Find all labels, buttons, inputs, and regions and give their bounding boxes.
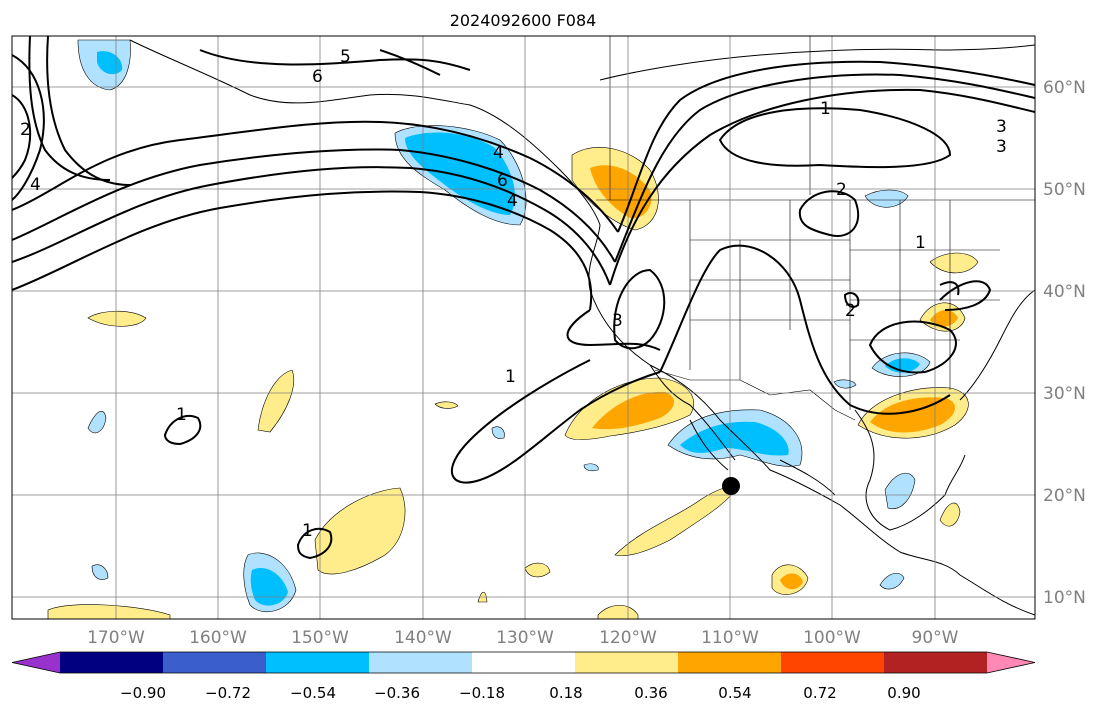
contour-label: 4	[507, 191, 518, 211]
negative-anomaly-gulf-alaska-core	[405, 132, 515, 215]
positive-anomaly-tiny-2	[524, 562, 551, 578]
colorbar-outline	[11, 651, 1036, 674]
negative-anomaly-small-b	[91, 564, 109, 580]
colorbar-segment	[163, 652, 267, 673]
lon-label: 150°W	[291, 628, 349, 648]
colorbar-segment	[60, 652, 164, 673]
positive-anomaly-ohio	[929, 252, 979, 274]
contour-label: 5	[340, 47, 351, 67]
colorbar-tick-label: 0.36	[634, 684, 667, 702]
positive-anomaly-small-1	[257, 369, 295, 433]
colorbar-tick-label: −0.54	[290, 684, 336, 702]
positive-anomaly-small-2	[87, 310, 147, 327]
coastlines	[129, 39, 1035, 616]
contour-labels: 5 6 2 4 4 6 4 1 2 3 3 3 1 2 1 1 1	[20, 47, 1007, 541]
negative-anomaly-mexico-core	[680, 421, 789, 456]
contour-label: 2	[845, 301, 856, 321]
contour-label: 1	[820, 99, 831, 119]
colorbar-extend-min	[12, 652, 60, 673]
colorbar-segment	[472, 652, 576, 673]
colorbar-segment	[369, 652, 473, 673]
lon-label: 90°W	[912, 628, 959, 648]
colorbar-segment	[678, 652, 782, 673]
colorbar-tick-label: 0.18	[549, 684, 582, 702]
colorbar	[11, 651, 1036, 674]
colorbar-tick-label: −0.90	[120, 684, 166, 702]
map-panel: 5 6 2 4 4 6 4 1 2 3 3 3 1 2 1 1 1	[12, 36, 1035, 619]
map-title: 2024092600 F084	[450, 11, 597, 30]
positive-anomaly-pacific-nw-core	[590, 165, 652, 219]
lon-label: 170°W	[87, 628, 145, 648]
negative-anomaly-small-a	[87, 410, 107, 434]
lon-label: 130°W	[496, 628, 554, 648]
lon-label: 110°W	[701, 628, 759, 648]
contour-label: 3	[996, 117, 1007, 137]
longitude-labels: 170°W 160°W 150°W 140°W 130°W 120°W 110°…	[87, 628, 959, 648]
contour-label: 2	[836, 180, 847, 200]
colorbar-extend-max	[987, 652, 1035, 673]
positive-anomaly-gulf-mexico-core	[870, 397, 956, 433]
positive-anomaly-yucatan	[939, 502, 961, 527]
contour-label: 6	[312, 67, 323, 87]
contour-label: 1	[505, 367, 516, 387]
contour-label: 1	[915, 233, 926, 253]
contour-label: 6	[497, 171, 508, 191]
contour-label: 1	[302, 521, 313, 541]
contour-lines	[12, 36, 1035, 560]
colorbar-segment	[781, 652, 885, 673]
lat-label: 50°N	[1043, 180, 1086, 200]
negative-anomaly-great-lakes	[864, 189, 909, 208]
negative-anomaly-south-pacific-core	[250, 568, 288, 606]
contour-label: 4	[30, 175, 41, 195]
colorbar-tick-label: 0.54	[718, 684, 751, 702]
contour-label: 1	[176, 405, 187, 425]
contour-label: 3	[996, 137, 1007, 157]
positive-anomaly-south-pacific-core	[780, 573, 803, 590]
lat-label: 30°N	[1043, 384, 1086, 404]
colorbar-segment	[266, 652, 370, 673]
contour-label: 4	[493, 143, 504, 163]
lon-label: 100°W	[803, 628, 861, 648]
lat-label: 40°N	[1043, 282, 1086, 302]
positive-anomaly-baja-core	[592, 391, 675, 430]
colorbar-tick-label: −0.18	[459, 684, 505, 702]
colorbar-tick-labels: −0.90 −0.72 −0.54 −0.36 −0.18 0.18 0.36 …	[120, 684, 921, 702]
colorbar-tick-label: 0.90	[887, 684, 920, 702]
colorbar-segment	[884, 652, 988, 673]
positive-anomaly-central-pacific	[314, 487, 406, 575]
colorbar-tick-label: 0.72	[803, 684, 836, 702]
latitude-labels: 60°N 50°N 40°N 30°N 20°N 10°N	[1043, 78, 1086, 608]
negative-anomaly-small-e	[833, 379, 857, 389]
positive-anomaly-bottom-left	[47, 604, 171, 619]
lat-label: 10°N	[1043, 588, 1086, 608]
lat-label: 60°N	[1043, 78, 1086, 98]
contour-label: 2	[20, 120, 31, 140]
storm-position-marker	[722, 477, 740, 495]
lon-label: 160°W	[189, 628, 247, 648]
lon-label: 140°W	[394, 628, 452, 648]
map-frame	[11, 35, 1036, 620]
lon-label: 120°W	[599, 628, 657, 648]
political-borders	[596, 36, 1035, 421]
colorbar-tick-label: −0.36	[374, 684, 420, 702]
lat-lon-grid	[12, 36, 1035, 619]
lat-label: 20°N	[1043, 486, 1086, 506]
negative-anomaly-mexico-east	[884, 472, 916, 510]
negative-anomaly-small-c	[491, 426, 505, 439]
positive-anomaly-tiny-1	[434, 401, 459, 409]
colorbar-tick-label: −0.72	[205, 684, 251, 702]
negative-anomaly-small-f	[879, 572, 905, 590]
negative-anomaly-small-d	[583, 463, 599, 472]
positive-anomaly-gulf-coast-core	[930, 309, 958, 327]
contour-label: 3	[612, 311, 623, 331]
colorbar-segment	[575, 652, 679, 673]
